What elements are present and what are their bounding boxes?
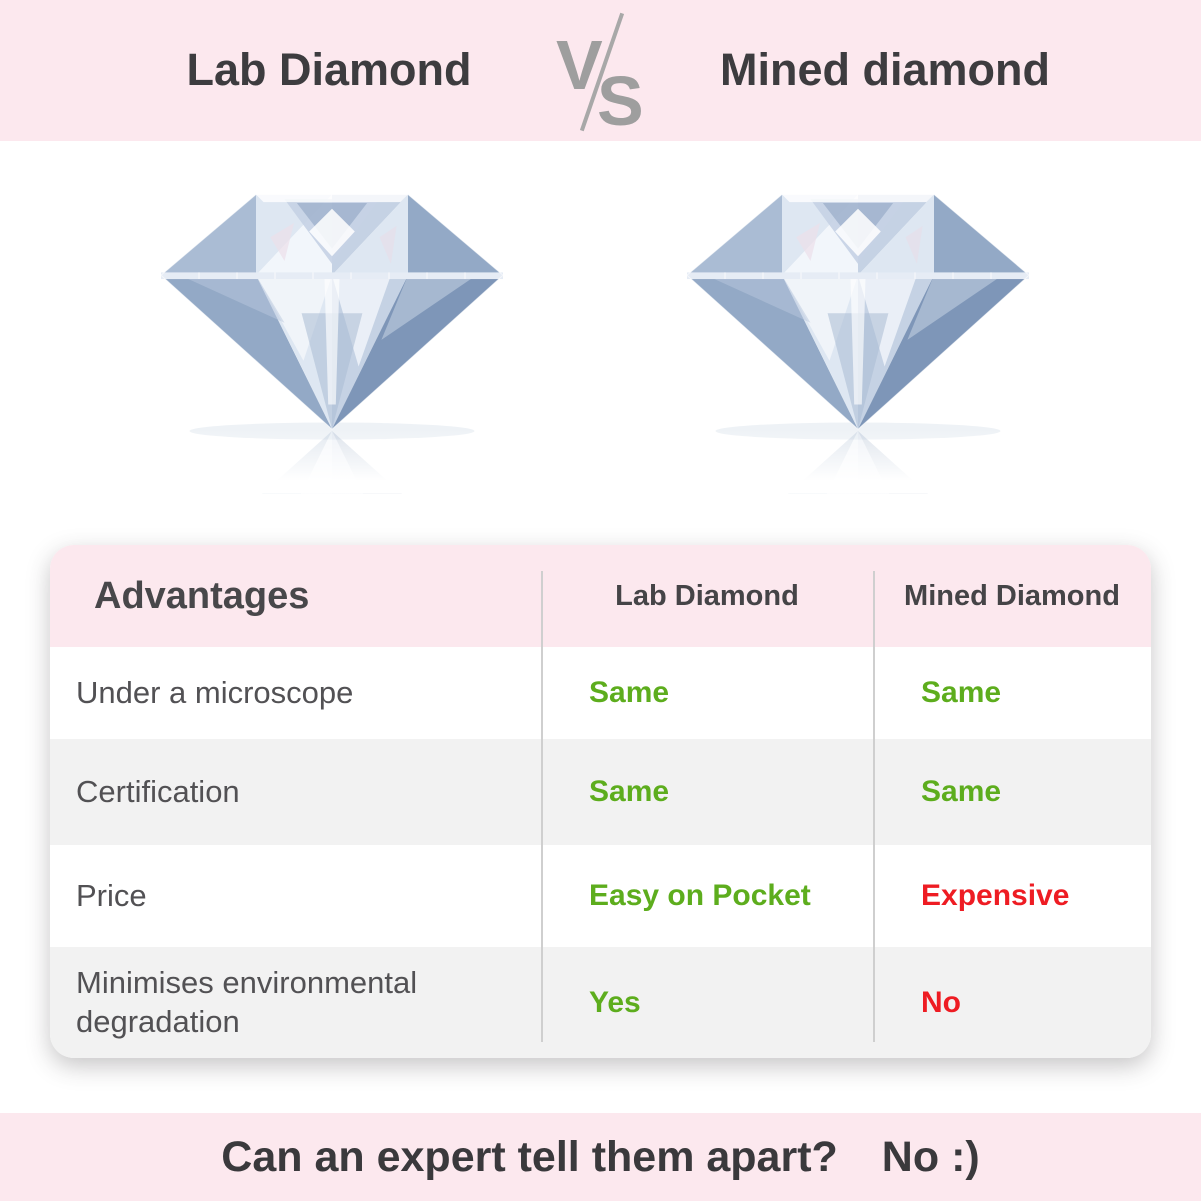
comparison-table: Advantages Lab Diamond Mined Diamond Und… (50, 545, 1151, 1058)
footer-answer: No :) (881, 1132, 980, 1181)
mined-value: Same (921, 775, 1002, 808)
vs-mark: V S (556, 8, 648, 136)
column-divider (873, 571, 875, 1042)
mined-diamond-column-header: Mined Diamond (904, 579, 1120, 612)
footer-question: Can an expert tell them apart? (221, 1132, 838, 1181)
mined-value: No (921, 985, 961, 1019)
lab-diamond-column-header: Lab Diamond (615, 579, 799, 612)
lab-value: Same (589, 676, 670, 709)
table-header-row: Advantages Lab Diamond Mined Diamond (50, 545, 1151, 647)
mined-value: Expensive (921, 879, 1070, 912)
row-label: Price (76, 877, 147, 913)
row-label: Certification (76, 773, 240, 809)
row-label: Minimises environmental degradation (76, 964, 418, 1039)
column-divider (541, 571, 543, 1042)
table-row: Price Easy on Pocket Expensive (50, 845, 1151, 947)
title-band: Lab Diamond V S Mined diamond (0, 0, 1201, 141)
lab-value: Same (589, 775, 670, 808)
lab-value: Yes (589, 985, 641, 1019)
lab-value: Easy on Pocket (589, 879, 811, 912)
mined-diamond-image (668, 194, 1048, 494)
lab-diamond-title: Lab Diamond (186, 44, 472, 95)
row-label: Under a microscope (76, 674, 354, 710)
footer-band: Can an expert tell them apart? No :) (0, 1113, 1201, 1201)
lab-diamond-image (142, 194, 522, 494)
mined-diamond-title: Mined diamond (720, 44, 1050, 95)
mined-value: Same (921, 676, 1002, 709)
advantages-header: Advantages (94, 574, 310, 617)
table-row: Under a microscope Same Same (50, 647, 1151, 739)
table-row: Minimises environmental degradation Yes … (50, 947, 1151, 1058)
vs-letter-s: S (597, 62, 644, 140)
table-row: Certification Same Same (50, 739, 1151, 845)
